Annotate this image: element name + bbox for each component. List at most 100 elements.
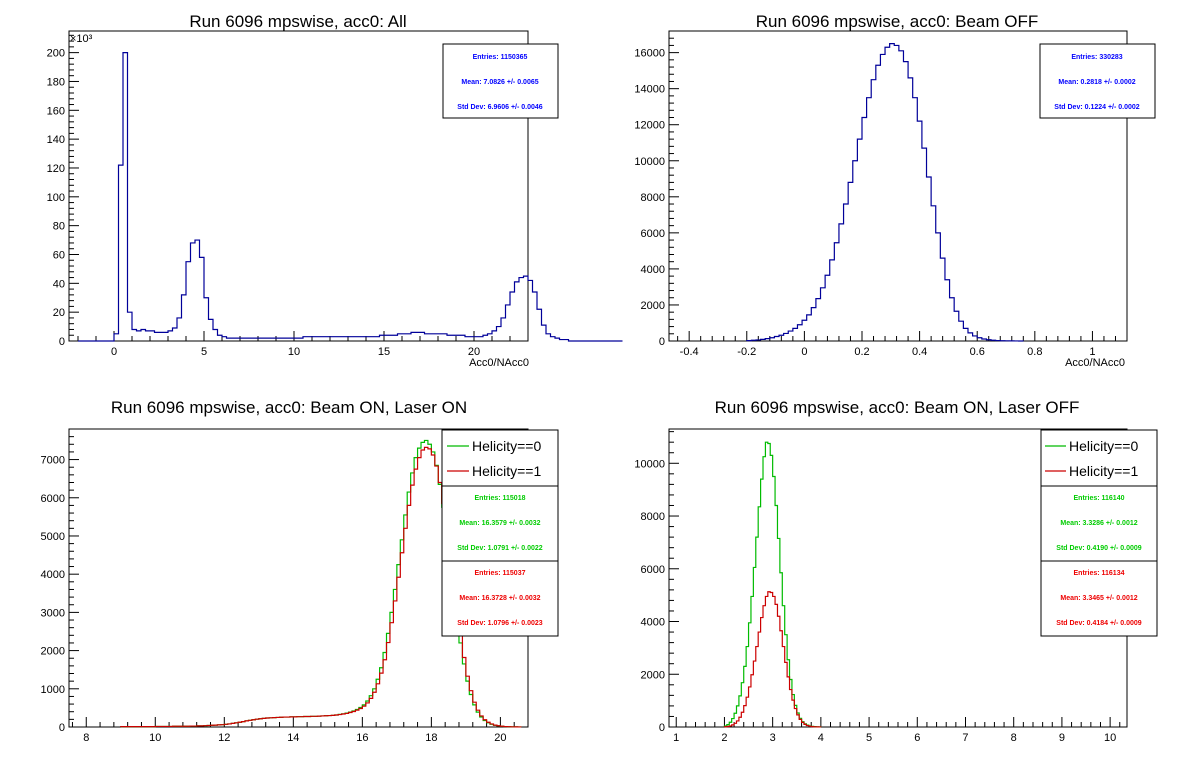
y-tick-label: 10000	[634, 156, 665, 168]
legend-label-helicity-1: Helicity==1	[1069, 463, 1138, 479]
x-tick-label: 4	[818, 732, 824, 744]
x-tick-label: 8	[83, 732, 89, 744]
stats-mean: Mean: 0.2818 +/- 0.0002	[1058, 79, 1135, 86]
stats-box-helicity-1: Entries: 116134 Mean: 3.3465 +/- 0.0012 …	[1040, 560, 1158, 637]
stats-entries: Entries: 116134	[1074, 570, 1125, 577]
y-tick-label: 4000	[641, 617, 665, 629]
y-tick-label: 1000	[41, 684, 65, 696]
stats-mean: Mean: 3.3286 +/- 0.0012	[1060, 520, 1137, 527]
y-tick-label: 4000	[641, 264, 665, 276]
x-tick-label: 0	[801, 346, 807, 358]
plot-area: 0 20 40 60 80 100 120 140 160 180 200 0 5 10 15 20	[47, 30, 623, 358]
y-tick-label: 140	[47, 134, 65, 146]
plot-frame	[668, 30, 1128, 342]
y-tick-label: 0	[659, 722, 665, 734]
legend-label-helicity-1: Helicity==1	[472, 463, 541, 479]
pad-laser-off: Run 6096 mpswise, acc0: Beam ON, Laser O…	[634, 398, 1158, 744]
exponent-label: ×10³	[70, 33, 93, 45]
y-tick-label: 10000	[634, 458, 665, 470]
x-tick-label: 9	[1059, 732, 1065, 744]
x-tick-label: 7	[962, 732, 968, 744]
legend: Helicity==0 Helicity==1	[441, 429, 559, 487]
pad-beam-off: Run 6096 mpswise, acc0: Beam OFF Acc0/NA…	[634, 12, 1156, 369]
stats-std-dev: Std Dev: 0.4190 +/- 0.0009	[1056, 545, 1142, 552]
plot-title: Run 6096 mpswise, acc0: Beam ON, Laser O…	[111, 398, 467, 417]
x-tick-label: 0.4	[912, 346, 927, 358]
legend-frame	[1040, 429, 1158, 487]
y-tick-label: 200	[47, 48, 65, 60]
x-tick-label: 0.6	[970, 346, 985, 358]
pad-laser-on: Run 6096 mpswise, acc0: Beam ON, Laser O…	[41, 398, 559, 744]
plot-frame	[68, 30, 529, 342]
y-tick-label: 40	[53, 278, 65, 290]
stats-mean: Mean: 16.3579 +/- 0.0032	[459, 520, 540, 527]
y-tick-label: 2000	[641, 300, 665, 312]
x-tick-label: 1	[1089, 346, 1095, 358]
stats-box: Entries: 1150365 Mean: 7.0826 +/- 0.0065…	[442, 43, 559, 119]
stats-std-dev: Std Dev: 1.0791 +/- 0.0022	[457, 545, 543, 552]
x-tick-label: 8	[1011, 732, 1017, 744]
x-tick-label: 2	[721, 732, 727, 744]
x-tick-label: 10	[149, 732, 161, 744]
stats-box: Entries: 330283 Mean: 0.2818 +/- 0.0002 …	[1039, 43, 1156, 119]
stats-std-dev: Std Dev: 1.0796 +/- 0.0023	[457, 620, 543, 627]
stats-std-dev: Std Dev: 6.9606 +/- 0.0046	[457, 104, 543, 111]
x-tick-label: 20	[468, 346, 480, 358]
x-tick-label: 10	[288, 346, 300, 358]
x-tick-label: 6	[914, 732, 920, 744]
histogram-line-helicity-1	[120, 446, 522, 728]
y-tick-label: 60	[53, 249, 65, 261]
x-tick-label: 1	[673, 732, 679, 744]
y-tick-label: 16000	[634, 48, 665, 60]
plot-area: 0 2000 4000 6000 8000 10000 12000 14000 16000 -0.…	[634, 30, 1128, 358]
legend-frame	[441, 429, 559, 487]
y-tick-label: 0	[59, 336, 65, 348]
legend-label-helicity-0: Helicity==0	[1069, 438, 1138, 454]
x-tick-label: 5	[866, 732, 872, 744]
stats-std-dev: Std Dev: 0.1224 +/- 0.0002	[1054, 104, 1140, 111]
x-tick-label: 0.2	[854, 346, 869, 358]
stats-entries: Entries: 330283	[1071, 54, 1122, 61]
y-tick-label: 3000	[41, 607, 65, 619]
x-axis-label: Acc0/NAcc0	[469, 357, 529, 369]
y-tick-label: 6000	[41, 493, 65, 505]
y-tick-label: 80	[53, 221, 65, 233]
y-tick-label: 14000	[634, 84, 665, 96]
x-tick-label: 0	[111, 346, 117, 358]
histogram-line-helicity-1	[723, 591, 822, 728]
x-tick-label: 18	[425, 732, 437, 744]
x-tick-label: 16	[356, 732, 368, 744]
x-tick-label: 10	[1104, 732, 1116, 744]
x-tick-label: 12	[218, 732, 230, 744]
y-tick-label: 2000	[641, 669, 665, 681]
stats-box-frame	[1040, 485, 1158, 562]
stats-box-frame	[441, 560, 559, 637]
stats-box-frame	[1039, 43, 1156, 119]
stats-entries: Entries: 115018	[475, 495, 526, 502]
pad-all: Run 6096 mpswise, acc0: All ×10³ Acc0/NA…	[47, 12, 623, 369]
x-tick-label: -0.2	[737, 346, 756, 358]
y-tick-label: 8000	[641, 511, 665, 523]
x-tick-label: 0.8	[1027, 346, 1042, 358]
y-tick-label: 160	[47, 105, 65, 117]
y-tick-label: 7000	[41, 455, 65, 467]
y-tick-label: 5000	[41, 531, 65, 543]
y-tick-label: 4000	[41, 569, 65, 581]
legend-label-helicity-0: Helicity==0	[472, 438, 541, 454]
stats-std-dev: Std Dev: 0.4184 +/- 0.0009	[1056, 620, 1142, 627]
stats-box-helicity-0: Entries: 115018 Mean: 16.3579 +/- 0.0032…	[441, 485, 559, 562]
stats-box-helicity-1: Entries: 115037 Mean: 16.3728 +/- 0.0032…	[441, 560, 559, 637]
stats-entries: Entries: 115037	[475, 570, 526, 577]
y-tick-label: 6000	[641, 564, 665, 576]
y-tick-label: 2000	[41, 646, 65, 658]
y-tick-label: 8000	[641, 192, 665, 204]
y-tick-label: 6000	[641, 228, 665, 240]
plot-title: Run 6096 mpswise, acc0: Beam OFF	[756, 12, 1039, 31]
stats-entries: Entries: 116140	[1074, 495, 1125, 502]
y-tick-label: 0	[59, 722, 65, 734]
y-tick-label: 180	[47, 76, 65, 88]
x-tick-label: 20	[494, 732, 506, 744]
histogram-line	[746, 43, 1024, 342]
stats-box-frame	[442, 43, 559, 119]
